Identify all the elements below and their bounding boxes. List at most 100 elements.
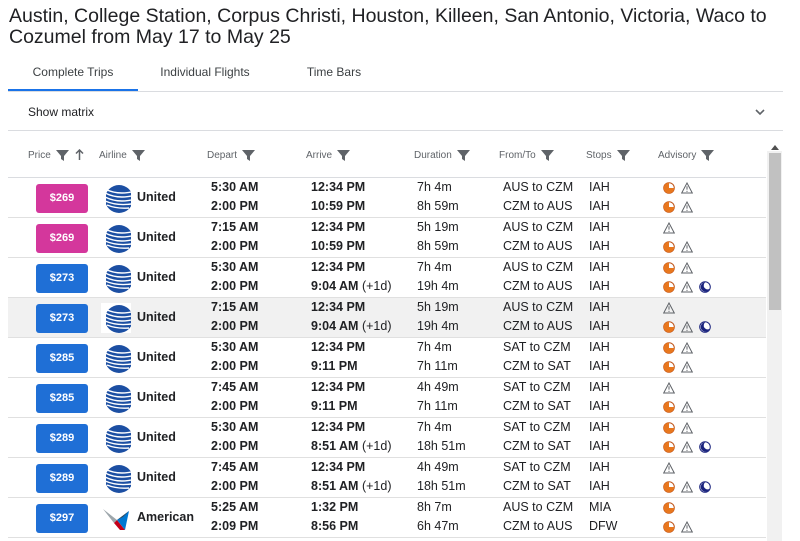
column-price[interactable]: Price [28, 146, 84, 164]
filter-icon[interactable] [131, 149, 145, 162]
airline-name: United [137, 270, 176, 284]
warning-triangle-icon[interactable] [681, 241, 693, 253]
column-stops[interactable]: Stops [586, 146, 630, 164]
show-matrix-toggle[interactable]: Show matrix [8, 93, 783, 131]
moon-icon[interactable] [699, 441, 711, 453]
moon-icon[interactable] [699, 281, 711, 293]
filter-icon[interactable] [242, 149, 256, 162]
column-from-to[interactable]: From/To [499, 146, 554, 164]
price-button[interactable]: $269 [36, 184, 88, 213]
warning-triangle-icon[interactable] [681, 342, 693, 354]
warning-triangle-icon[interactable] [681, 481, 693, 493]
price-button[interactable]: $285 [36, 384, 88, 413]
sort-arrow-up-icon[interactable] [75, 149, 84, 161]
warning-triangle-icon[interactable] [681, 422, 693, 434]
from-to: CZM to AUS [503, 199, 573, 213]
warning-triangle-icon[interactable] [663, 462, 675, 474]
depart-time: 5:30 AM [211, 340, 259, 354]
column-arrive[interactable]: Arrive [306, 146, 351, 164]
warning-triangle-icon[interactable] [663, 382, 675, 394]
arrive-time: 9:04 AM (+1d) [311, 319, 391, 333]
warning-triangle-icon[interactable] [681, 361, 693, 373]
arrive-time-value: 8:51 AM [311, 439, 359, 453]
moon-icon[interactable] [699, 321, 711, 333]
column-advisory[interactable]: Advisory [658, 146, 715, 164]
arrive-time-value: 12:34 PM [311, 300, 366, 314]
from-to: AUS to CZM [503, 220, 574, 234]
filter-icon[interactable] [55, 149, 69, 162]
orange-partial-circle-icon[interactable] [663, 481, 675, 493]
warning-triangle-icon[interactable] [681, 281, 693, 293]
filter-icon[interactable] [701, 149, 715, 162]
table-row[interactable]: $289 United 7:45 AM 12:34 PM 4h 49m SAT to CZ… [8, 458, 766, 498]
orange-partial-circle-icon[interactable] [663, 521, 675, 533]
arrive-time-value: 12:34 PM [311, 220, 366, 234]
orange-partial-circle-icon[interactable] [663, 422, 675, 434]
tab-individual-flights[interactable]: Individual Flights [160, 65, 250, 79]
filter-icon[interactable] [616, 149, 630, 162]
table-row[interactable]: $273 United 7:15 AM 12:34 PM 5h 19m AUS to CZ… [8, 298, 766, 338]
filter-icon[interactable] [456, 149, 470, 162]
price-button[interactable]: $285 [36, 344, 88, 373]
duration: 19h 4m [417, 319, 459, 333]
table-row[interactable]: $297 American 5:25 AM 1:32 PM 8h 7m AUS to CZ… [8, 498, 766, 538]
moon-icon[interactable] [699, 481, 711, 493]
warning-triangle-icon[interactable] [681, 321, 693, 333]
arrive-time: 12:34 PM [311, 300, 365, 314]
warning-triangle-icon[interactable] [681, 262, 693, 274]
price-button[interactable]: $289 [36, 464, 88, 493]
orange-partial-circle-icon[interactable] [663, 401, 675, 413]
arrive-time-value: 12:34 PM [311, 380, 366, 394]
tab-complete-trips[interactable]: Complete Trips [8, 58, 138, 91]
orange-partial-circle-icon[interactable] [663, 342, 675, 354]
arrive-time-value: 12:34 PM [311, 420, 366, 434]
column-duration[interactable]: Duration [414, 146, 470, 164]
airline-name: United [137, 350, 176, 364]
orange-partial-circle-icon[interactable] [663, 441, 675, 453]
table-row[interactable]: $269 United 5:30 AM 12:34 PM 7h 4m AUS to CZM… [8, 178, 766, 218]
depart-time: 5:25 AM [211, 500, 259, 514]
advisory-icons [663, 241, 693, 253]
page-title: Austin, College Station, Corpus Christi,… [9, 5, 767, 48]
stops: IAH [589, 340, 610, 354]
arrive-time: 8:51 AM (+1d) [311, 479, 391, 493]
filter-icon[interactable] [540, 149, 554, 162]
table-row[interactable]: $285 United 7:45 AM 12:34 PM 4h 49m SAT to CZ… [8, 378, 766, 418]
chevron-down-icon[interactable] [753, 105, 767, 119]
price-button[interactable]: $289 [36, 424, 88, 453]
tab-time-bars[interactable]: Time Bars [306, 65, 362, 79]
column-price-label: Price [28, 149, 51, 161]
orange-partial-circle-icon[interactable] [663, 182, 675, 194]
orange-partial-circle-icon[interactable] [663, 241, 675, 253]
warning-triangle-icon[interactable] [681, 201, 693, 213]
orange-partial-circle-icon[interactable] [663, 502, 675, 514]
orange-partial-circle-icon[interactable] [663, 201, 675, 213]
orange-partial-circle-icon[interactable] [663, 361, 675, 373]
filter-icon[interactable] [337, 149, 351, 162]
warning-triangle-icon[interactable] [663, 222, 675, 234]
scrollbar-thumb[interactable] [769, 153, 781, 310]
warning-triangle-icon[interactable] [681, 441, 693, 453]
orange-partial-circle-icon[interactable] [663, 321, 675, 333]
duration: 7h 11m [417, 359, 458, 373]
warning-triangle-icon[interactable] [681, 521, 693, 533]
orange-partial-circle-icon[interactable] [663, 281, 675, 293]
price-button[interactable]: $297 [36, 504, 88, 533]
warning-triangle-icon[interactable] [681, 182, 693, 194]
orange-partial-circle-icon[interactable] [663, 262, 675, 274]
price-button[interactable]: $273 [36, 304, 88, 333]
duration: 5h 19m [417, 220, 459, 234]
column-airline[interactable]: Airline [99, 146, 145, 164]
scroll-up-arrow-icon[interactable] [770, 143, 780, 151]
price-button[interactable]: $269 [36, 224, 88, 253]
table-row[interactable]: $285 United 5:30 AM 12:34 PM 7h 4m SAT to CZM… [8, 338, 766, 378]
warning-triangle-icon[interactable] [681, 401, 693, 413]
arrive-time: 8:51 AM (+1d) [311, 439, 391, 453]
warning-triangle-icon[interactable] [663, 302, 675, 314]
united-logo-icon [101, 183, 131, 213]
table-row[interactable]: $269 United 7:15 AM 12:34 PM 5h 19m AUS to CZ… [8, 218, 766, 258]
column-depart[interactable]: Depart [207, 146, 256, 164]
table-row[interactable]: $273 United 5:30 AM 12:34 PM 7h 4m AUS to CZM… [8, 258, 766, 298]
price-button[interactable]: $273 [36, 264, 88, 293]
table-row[interactable]: $289 United 5:30 AM 12:34 PM 7h 4m SAT to CZM… [8, 418, 766, 458]
